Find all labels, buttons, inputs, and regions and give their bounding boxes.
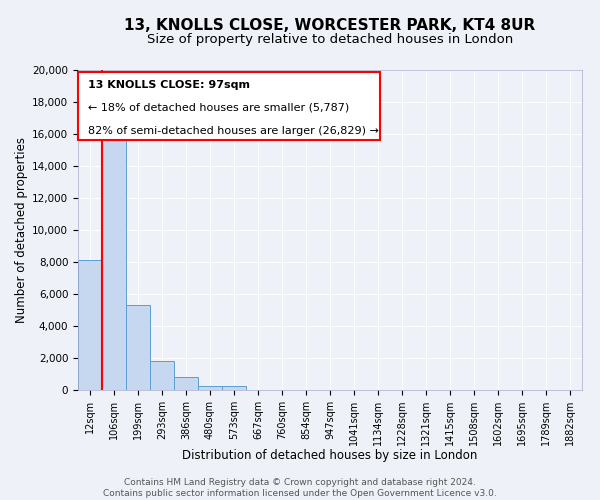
Text: 13, KNOLLS CLOSE, WORCESTER PARK, KT4 8UR: 13, KNOLLS CLOSE, WORCESTER PARK, KT4 8U… xyxy=(124,18,536,32)
Text: 82% of semi-detached houses are larger (26,829) →: 82% of semi-detached houses are larger (… xyxy=(88,126,379,136)
Bar xyxy=(222,386,246,390)
Bar xyxy=(198,386,222,390)
Bar xyxy=(126,305,150,390)
Text: 13 KNOLLS CLOSE: 97sqm: 13 KNOLLS CLOSE: 97sqm xyxy=(88,80,250,90)
Text: Contains HM Land Registry data © Crown copyright and database right 2024.
Contai: Contains HM Land Registry data © Crown c… xyxy=(103,478,497,498)
Text: Size of property relative to detached houses in London: Size of property relative to detached ho… xyxy=(147,32,513,46)
Bar xyxy=(150,361,174,390)
Bar xyxy=(174,377,198,390)
Y-axis label: Number of detached properties: Number of detached properties xyxy=(15,137,28,323)
X-axis label: Distribution of detached houses by size in London: Distribution of detached houses by size … xyxy=(182,450,478,462)
Bar xyxy=(102,126,126,390)
Bar xyxy=(78,72,380,140)
Bar xyxy=(78,260,102,390)
Text: ← 18% of detached houses are smaller (5,787): ← 18% of detached houses are smaller (5,… xyxy=(88,102,349,113)
